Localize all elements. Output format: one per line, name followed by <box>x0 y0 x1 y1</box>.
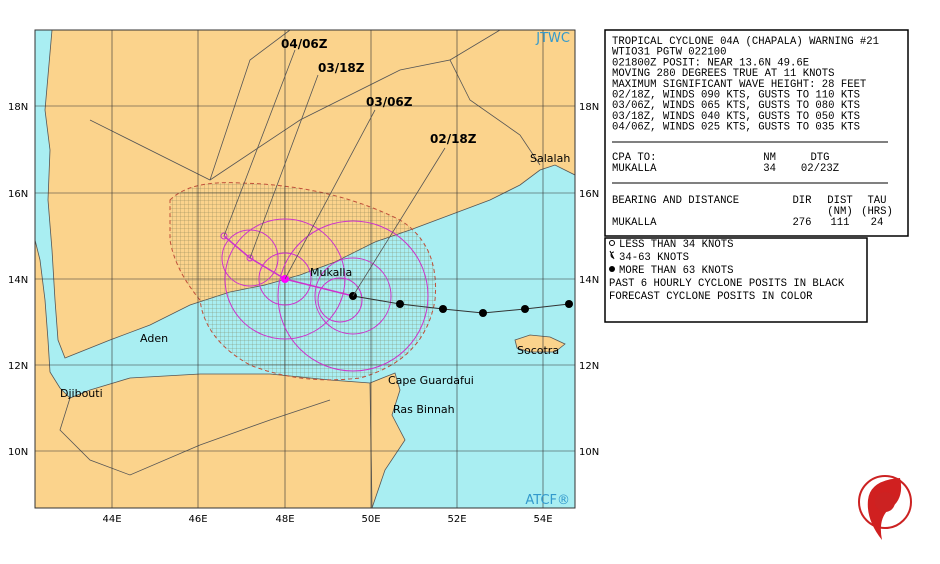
source-label: ATCF® <box>525 493 570 508</box>
lat-label: 16N <box>8 189 28 200</box>
source-label: JTWC <box>535 31 570 46</box>
place-label: Aden <box>140 332 168 345</box>
borders <box>59 30 541 508</box>
past-track <box>352 295 570 314</box>
legend-box <box>604 237 868 323</box>
lat-label: 12N <box>8 361 28 372</box>
bearing-value: MUKALLA <box>612 217 657 229</box>
legend-line: FORECAST CYCLONE POSITS IN COLOR <box>609 291 813 303</box>
forecast-point <box>220 232 228 240</box>
warning-line: 021800Z POSIT: NEAR 13.6N 49.6E <box>612 57 809 69</box>
bearing-value: 24 <box>871 217 884 229</box>
forecast-time: 03/06Z <box>366 95 413 109</box>
forecast-point <box>246 254 254 262</box>
legend-symbols <box>609 240 615 272</box>
lat-label: 14N <box>579 275 599 286</box>
warning-line: MAXIMUM SIGNIFICANT WAVE HEIGHT: 28 FEET <box>612 79 866 91</box>
place-label: Mukalla <box>310 266 352 279</box>
forecast-time: 02/18Z <box>430 132 477 146</box>
lon-label: 50E <box>361 514 380 525</box>
wind-radii <box>221 218 429 372</box>
place-label: Cape Guardafui <box>388 374 474 387</box>
cpa-header: NM <box>763 152 776 164</box>
lat-label: 10N <box>8 447 28 458</box>
past-positions <box>349 292 573 317</box>
logo <box>858 475 912 540</box>
bearing-header: (NM) <box>827 206 852 218</box>
bearing-header: BEARING AND DISTANCE <box>612 195 739 207</box>
map <box>35 30 575 508</box>
lon-label: 54E <box>533 514 552 525</box>
legend-line: PAST 6 HOURLY CYCLONE POSITS IN BLACK <box>609 278 845 290</box>
forecast-time: 04/06Z <box>281 37 328 51</box>
warning-line: MOVING 280 DEGREES TRUE AT 11 KNOTS <box>612 68 835 80</box>
legend-line: MORE THAN 63 KNOTS <box>619 265 733 277</box>
forecast-time: 03/18Z <box>318 61 365 75</box>
lon-label: 44E <box>102 514 121 525</box>
cpa-header: CPA TO: <box>612 152 657 164</box>
bearing-header: TAU <box>867 195 886 207</box>
warning-line: 03/18Z, WINDS 040 KTS, GUSTS TO 050 KTS <box>612 111 860 123</box>
lon-label: 52E <box>447 514 466 525</box>
socotra <box>514 334 566 353</box>
place-label: Ras Binnah <box>393 403 455 416</box>
warning-line: TROPICAL CYCLONE 04A (CHAPALA) WARNING #… <box>612 36 879 48</box>
legend-line: 34-63 KNOTS <box>619 252 689 264</box>
grid <box>35 30 575 508</box>
lat-label: 12N <box>579 361 599 372</box>
map-frame <box>34 29 576 509</box>
lat-label: 18N <box>579 102 599 113</box>
warning-line: 04/06Z, WINDS 025 KTS, GUSTS TO 035 KTS <box>612 122 860 134</box>
lat-label: 18N <box>8 102 28 113</box>
bearing-header: DIR <box>792 195 812 207</box>
africa <box>35 239 406 508</box>
bearing-header: (HRS) <box>861 206 893 218</box>
bearing-value: 111 <box>830 217 849 229</box>
warning-line: 03/06Z, WINDS 065 KTS, GUSTS TO 080 KTS <box>612 100 860 112</box>
cpa-value: 02/23Z <box>801 163 839 175</box>
lon-label: 46E <box>188 514 207 525</box>
warning-box <box>604 29 909 237</box>
warning-line: WTIO31 PGTW 022100 <box>612 47 726 59</box>
place-label: Socotra <box>517 344 559 357</box>
warning-line: 02/18Z, WINDS 090 KTS, GUSTS TO 110 KTS <box>612 90 860 102</box>
lon-label: 48E <box>275 514 294 525</box>
lat-label: 10N <box>579 447 599 458</box>
lat-label: 16N <box>579 189 599 200</box>
bearing-value: 276 <box>792 217 811 229</box>
place-label: Salalah <box>530 152 570 165</box>
place-label: Djibouti <box>60 387 103 400</box>
lat-label: 14N <box>8 275 28 286</box>
cpa-value: MUKALLA <box>612 163 657 175</box>
legend-line: LESS THAN 34 KNOTS <box>619 239 733 251</box>
forecast-track <box>223 235 354 297</box>
cpa-value: 34 <box>763 163 776 175</box>
leader-lines <box>223 49 446 297</box>
cpa-header: DTG <box>810 152 829 164</box>
bearing-header: DIST <box>827 195 852 207</box>
